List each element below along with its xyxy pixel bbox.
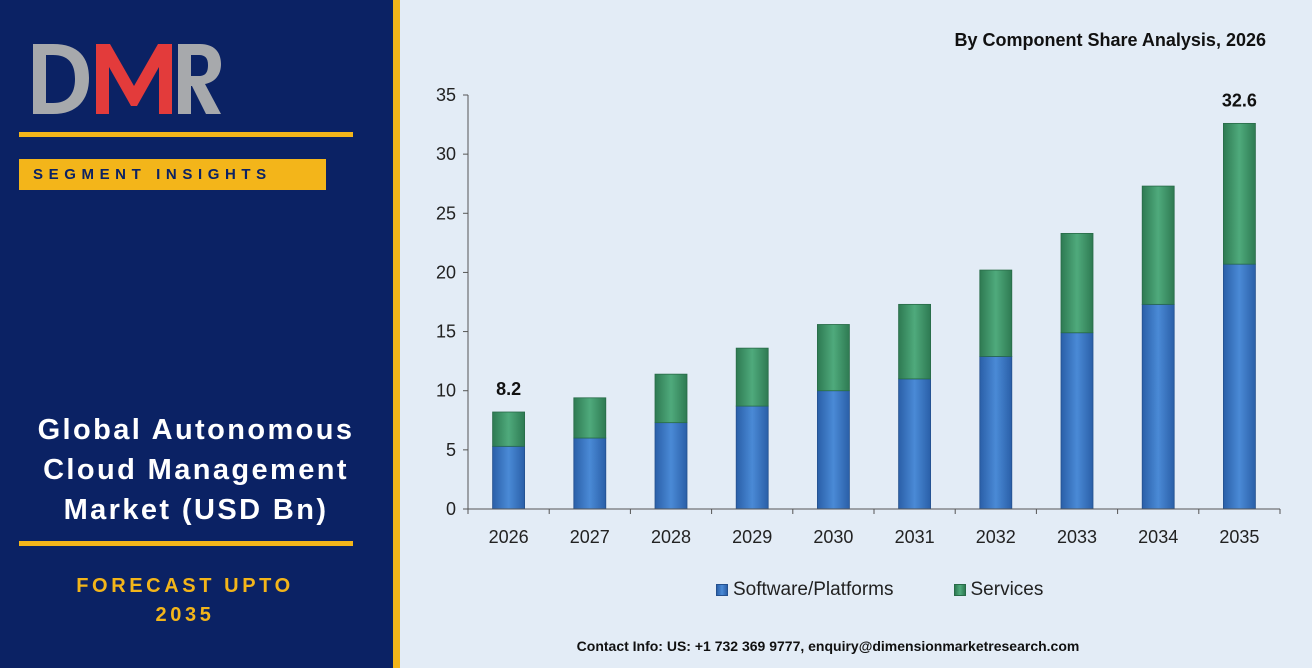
x-tick-label: 2035 [1219, 527, 1259, 547]
y-tick-label: 35 [436, 85, 456, 105]
x-tick-label: 2034 [1138, 527, 1178, 547]
x-tick-label: 2029 [732, 527, 772, 547]
legend-label-services: Services [970, 579, 1044, 600]
legend-swatch-software [716, 584, 728, 596]
chart-legend: Software/Platforms Services [716, 577, 1043, 603]
data-label-2035: 32.6 [1222, 90, 1257, 110]
legend-item-services: Services [953, 579, 1044, 601]
bar-services-2033 [1060, 232, 1094, 334]
dmr-logo [33, 44, 221, 114]
data-label-2026: 8.2 [496, 379, 521, 399]
y-axis: 0 5 10 15 20 25 30 35 [436, 85, 469, 519]
report-title-line: Market (USD Bn) [63, 494, 329, 526]
x-tick-label: 2030 [813, 527, 853, 547]
legend-swatch-services [953, 584, 966, 596]
legend-item-software: Software/Platforms [716, 579, 894, 601]
contact-info: Contact Info: US: +1 732 369 9777, enqui… [576, 638, 1080, 654]
forecast-label: FORECAST UPTO 2035 [20, 572, 350, 630]
bar-services-2032 [979, 269, 1013, 357]
divider-top [19, 132, 353, 137]
bar-software-2033 [1060, 332, 1094, 510]
bar-services-2028 [654, 373, 688, 424]
report-title: Global Autonomous Cloud Management Marke… [14, 410, 378, 530]
x-axis: 2026 2027 2028 2029 2030 2031 2032 2033 2034 2035 [467, 508, 1281, 547]
forecast-line: FORECAST UPTO [76, 575, 294, 597]
bar-software-2035 [1223, 263, 1256, 510]
y-tick-label: 10 [436, 381, 456, 401]
bar-software-2028 [654, 422, 688, 510]
y-tick-label: 0 [446, 499, 456, 519]
segment-insights-badge: SEGMENT INSIGHTS [19, 159, 326, 190]
y-tick-label: 15 [436, 322, 456, 342]
bar-software-2026 [492, 445, 525, 510]
x-tick-label: 2026 [489, 527, 529, 547]
bar-software-2031 [898, 378, 932, 510]
x-tick-label: 2031 [895, 527, 935, 547]
bar-services-2027 [573, 397, 607, 439]
accent-stripe [393, 0, 400, 668]
bar-services-2034 [1141, 185, 1175, 305]
bar-software-2032 [979, 356, 1013, 510]
bar-services-2035 [1223, 122, 1256, 265]
y-tick-label: 30 [436, 144, 456, 164]
x-tick-label: 2028 [651, 527, 691, 547]
y-tick-label: 5 [446, 440, 456, 460]
x-tick-label: 2027 [570, 527, 610, 547]
report-title-line: Cloud Management [43, 454, 349, 486]
data-labels: 8.2 32.6 [496, 90, 1257, 399]
bar-services-2031 [898, 303, 932, 380]
bar-software-2029 [735, 405, 769, 510]
bar-software-2030 [816, 390, 850, 510]
divider-bottom [19, 541, 353, 546]
bar-software-2027 [573, 437, 607, 510]
forecast-year: 2035 [155, 604, 215, 626]
bars [492, 122, 1256, 510]
y-tick-label: 25 [436, 203, 456, 223]
legend-label-software: Software/Platforms [733, 579, 894, 600]
bar-software-2034 [1141, 303, 1175, 510]
x-tick-label: 2032 [976, 527, 1016, 547]
bar-services-2030 [816, 324, 850, 392]
report-title-line: Global Autonomous [37, 414, 355, 446]
chart-title: By Component Share Analysis, 2026 [954, 30, 1266, 50]
bar-services-2029 [735, 347, 769, 407]
bar-services-2026 [492, 411, 525, 447]
x-tick-label: 2033 [1057, 527, 1097, 547]
y-tick-label: 20 [436, 262, 456, 282]
